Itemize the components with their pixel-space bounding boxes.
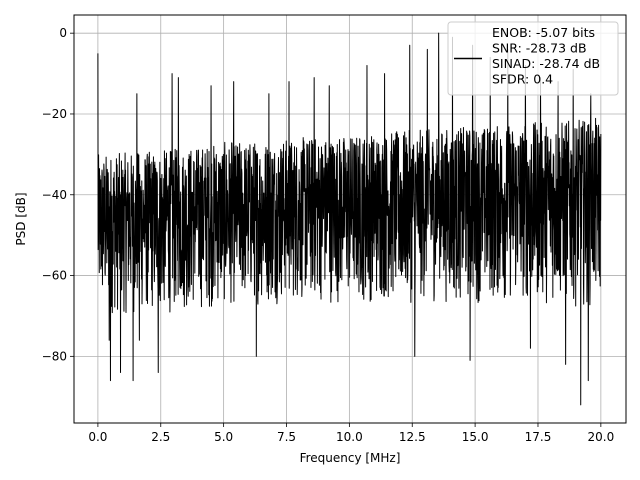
y-axis-ticks: 0 −20 −40 −60 −80 xyxy=(42,26,74,363)
x-tick-label: 0.0 xyxy=(88,430,107,444)
y-tick-label: 0 xyxy=(59,26,67,40)
psd-series-line xyxy=(97,32,602,406)
x-tick-label: 15.0 xyxy=(462,430,489,444)
plot-area xyxy=(97,32,602,406)
y-tick-label: −20 xyxy=(42,107,67,121)
x-tick-label: 10.0 xyxy=(336,430,363,444)
x-tick-label: 5.0 xyxy=(214,430,233,444)
legend-box xyxy=(447,21,619,96)
legend-line: SNR: -28.73 dB xyxy=(492,41,587,56)
x-tick-label: 20.0 xyxy=(587,430,614,444)
x-axis-label: Frequency [MHz] xyxy=(300,451,401,465)
x-tick-label: 7.5 xyxy=(277,430,296,444)
axes-frame xyxy=(73,14,627,424)
x-tick-label: 12.5 xyxy=(399,430,426,444)
x-tick-label: 17.5 xyxy=(525,430,552,444)
x-tick-label: 2.5 xyxy=(151,430,170,444)
legend-line: SFDR: 0.4 xyxy=(492,72,553,87)
legend-line: ENOB: -5.07 bits xyxy=(492,25,595,40)
y-tick-label: −40 xyxy=(42,188,67,202)
y-axis-label: PSD [dB] xyxy=(14,192,28,245)
legend-line: SINAD: -28.74 dB xyxy=(492,56,600,71)
y-tick-label: −80 xyxy=(42,349,67,363)
x-axis-ticks: 0.0 2.5 5.0 7.5 10.0 12.5 15.0 17.5 20.0 xyxy=(88,423,614,444)
y-tick-label: −60 xyxy=(42,269,67,283)
legend-entry: ENOB: -5.07 bits SNR: -28.73 dB SINAD: -28… xyxy=(492,25,600,87)
legend: ENOB: -5.07 bits SNR: -28.73 dB SINAD: -28… xyxy=(447,21,619,96)
